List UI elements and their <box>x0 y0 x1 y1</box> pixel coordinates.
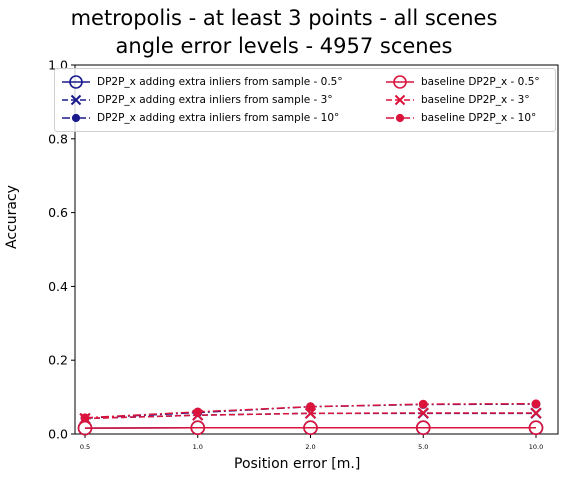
series-6-point <box>418 399 428 409</box>
chart-title-line-1: metropolis - at least 3 points - all sce… <box>70 6 498 30</box>
legend-label: DP2P_x adding extra inliers from sample … <box>97 112 340 124</box>
legend-swatch <box>62 94 90 106</box>
legend-marker <box>394 94 406 106</box>
y-tick-label: 0.4 <box>48 279 68 294</box>
series-6-point <box>306 402 315 412</box>
x-tick-label: 2.0 <box>305 443 315 451</box>
legend-item: baseline DP2P_x - 0.5° <box>385 73 540 91</box>
series-4-point <box>190 420 206 436</box>
legend-label: baseline DP2P_x - 10° <box>421 112 537 124</box>
legend-label: baseline DP2P_x - 0.5° <box>421 76 540 88</box>
legend-label: DP2P_x adding extra inliers from sample … <box>97 76 343 88</box>
series-5-point <box>304 407 317 419</box>
series-4-point <box>303 420 318 436</box>
legend-swatch <box>62 75 90 89</box>
y-tick-label: 0.8 <box>48 131 68 146</box>
legend-item: DP2P_x adding extra inliers from sample … <box>61 91 343 109</box>
series-5-point <box>530 407 542 419</box>
legend-marker <box>393 75 407 89</box>
x-axis-label: Position error [m.] <box>234 456 361 472</box>
y-axis-label: Accuracy <box>4 185 20 249</box>
legend-marker <box>70 94 82 106</box>
x-tick-label: 0.5 <box>80 443 90 451</box>
series-4-point <box>415 420 431 436</box>
legend-label: DP2P_x adding extra inliers from sample … <box>97 94 333 106</box>
chart-legend: DP2P_x adding extra inliers from sample … <box>54 68 556 132</box>
chart-title-line-2: angle error levels - 4957 scenes <box>115 34 453 58</box>
legend-item: baseline DP2P_x - 3° <box>385 91 540 109</box>
x-tick-label: 5.0 <box>418 443 428 451</box>
series-5-point <box>417 407 429 419</box>
legend-item: DP2P_x adding extra inliers from sample … <box>61 73 343 91</box>
series-6-point <box>80 413 90 423</box>
legend-item: DP2P_x adding extra inliers from sample … <box>61 109 343 127</box>
y-tick-label: 0.2 <box>48 353 68 368</box>
plot-frame <box>74 64 559 435</box>
y-tick-label: 0.6 <box>48 205 68 220</box>
series-4-point <box>528 420 544 436</box>
legend-marker <box>395 113 405 123</box>
x-tick-label: 1.0 <box>193 443 203 451</box>
legend-item: baseline DP2P_x - 10° <box>385 109 540 127</box>
y-tick-label: 0.0 <box>48 427 68 442</box>
series-6-point <box>193 407 203 417</box>
legend-marker <box>71 113 81 123</box>
legend-label: baseline DP2P_x - 3° <box>421 94 530 106</box>
legend-swatch <box>386 94 414 106</box>
legend-swatch <box>62 113 90 123</box>
x-tick-label: 10.0 <box>529 443 543 451</box>
legend-swatch <box>386 75 414 89</box>
legend-swatch <box>386 113 414 123</box>
series-6-point <box>531 399 541 409</box>
legend-marker <box>69 75 83 89</box>
